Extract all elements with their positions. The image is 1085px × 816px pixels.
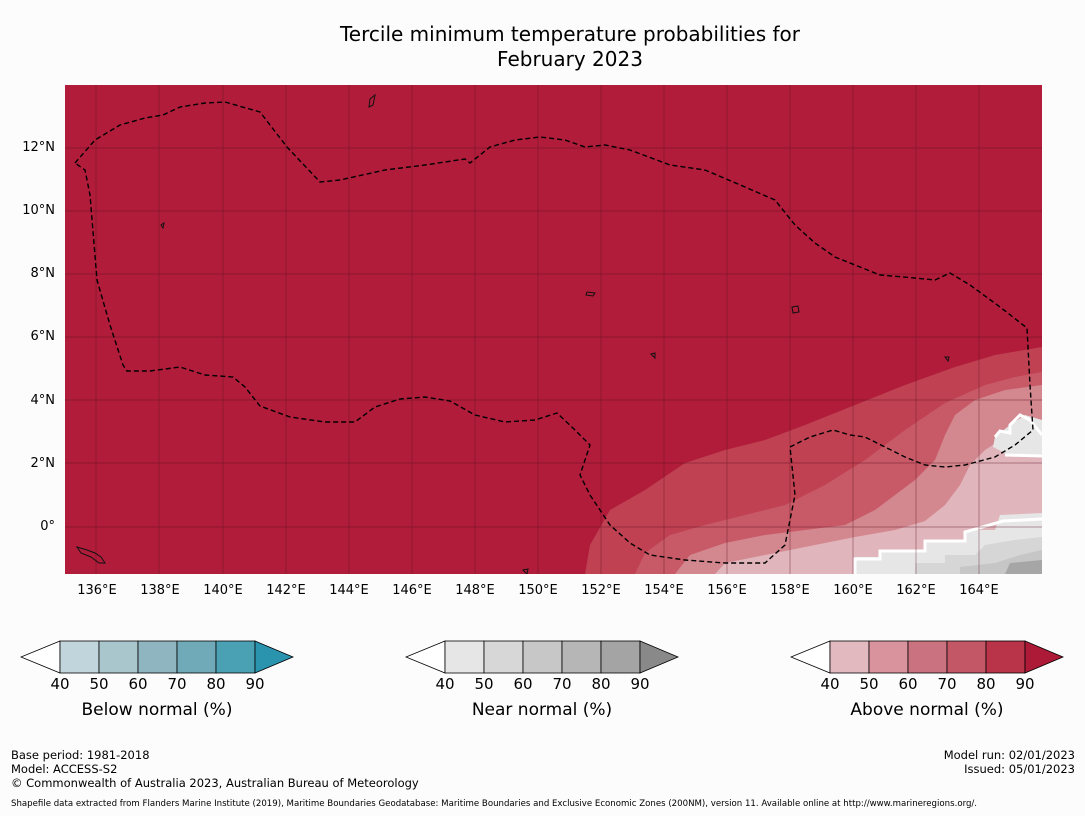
tick-above-90: 90	[1015, 675, 1035, 693]
tick-below-40: 40	[50, 675, 70, 693]
issued-date: Issued: 05/01/2023	[964, 762, 1075, 776]
tick-near-50: 50	[474, 675, 494, 693]
lon-label-144e: 144°E	[329, 583, 369, 598]
lon-label-152e: 152°E	[581, 583, 621, 598]
gridlines	[65, 85, 1042, 574]
tick-near-80: 80	[591, 675, 611, 693]
colorbar-segment	[561, 640, 602, 674]
map-canvas	[65, 85, 1042, 574]
colorbar-segment	[483, 640, 524, 674]
lat-label-8n: 8°N	[30, 266, 56, 281]
islands	[75, 93, 950, 574]
boundary-line-east	[993, 413, 1042, 458]
tick-above-80: 80	[976, 675, 996, 693]
tick-above-70: 70	[937, 675, 957, 693]
lon-label-162e: 162°E	[896, 583, 936, 598]
island-palau	[75, 546, 106, 564]
colorbar-segment	[829, 640, 870, 674]
lon-label-148e: 148°E	[455, 583, 495, 598]
island-chuuk	[585, 291, 596, 297]
colorbar-segment	[868, 640, 909, 674]
colorbar-segment	[98, 640, 139, 674]
lon-label-146e: 146°E	[392, 583, 432, 598]
colorbar-segment	[600, 640, 641, 674]
lon-label-150e: 150°E	[518, 583, 558, 598]
lon-label-138e: 138°E	[140, 583, 180, 598]
colorbar-extend-low	[20, 640, 61, 674]
zone-above-50	[715, 420, 1042, 574]
colorbar-segment	[946, 640, 987, 674]
colorbar-extend-high	[254, 640, 295, 674]
tick-near-60: 60	[513, 675, 533, 693]
lat-label-4n: 4°N	[30, 393, 56, 408]
colorbar-segment	[522, 640, 563, 674]
lon-label-140e: 140°E	[203, 583, 243, 598]
colorbar-segment	[137, 640, 178, 674]
colorbar-above-normal	[790, 640, 1065, 674]
probability-map[interactable]	[65, 85, 1042, 574]
footer-right: Model run: 02/01/2023 Issued: 05/01/2023	[944, 748, 1075, 776]
title-line-2: February 2023	[497, 47, 643, 71]
footer-left: Base period: 1981-2018 Model: ACCESS-S2 …	[11, 748, 419, 790]
tick-below-80: 80	[206, 675, 226, 693]
tick-near-70: 70	[552, 675, 572, 693]
colorbar-segment	[907, 640, 948, 674]
tick-near-90: 90	[630, 675, 650, 693]
tick-above-40: 40	[820, 675, 840, 693]
tick-near-40: 40	[435, 675, 455, 693]
title-line-1: Tercile minimum temperature probabilitie…	[339, 22, 801, 46]
island-small-1	[650, 352, 656, 360]
tick-below-90: 90	[245, 675, 265, 693]
colorbar-segment	[985, 640, 1026, 674]
lon-label-160e: 160°E	[833, 583, 873, 598]
island-pohnpei	[791, 305, 800, 314]
island-south	[521, 568, 529, 574]
lat-label-0: 0°	[40, 519, 55, 534]
eez-boundary	[73, 101, 1034, 564]
lat-label-2n: 2°N	[30, 456, 56, 471]
tick-below-70: 70	[167, 675, 187, 693]
caption-below-normal: Below normal (%)	[81, 700, 233, 720]
colorbar-near-normal	[405, 640, 680, 674]
model-run: Model run: 02/01/2023	[943, 748, 1075, 762]
caption-near-normal: Near normal (%)	[471, 700, 613, 720]
base-period: Base period: 1981-2018	[11, 748, 150, 762]
zone-near-patch	[993, 415, 1042, 457]
zone-near-80	[1005, 560, 1042, 574]
colorbar-extend-high	[639, 640, 680, 674]
chart-title: Tercile minimum temperature probabilitie…	[270, 22, 870, 72]
lat-label-12n: 12°N	[22, 140, 55, 155]
island-north	[368, 93, 376, 108]
lon-label-142e: 142°E	[266, 583, 306, 598]
colorbar-segment	[176, 640, 217, 674]
colorbar-segment	[215, 640, 256, 674]
lon-label-158e: 158°E	[770, 583, 810, 598]
tick-above-60: 60	[898, 675, 918, 693]
boundary-line-south	[853, 517, 1042, 574]
shapefile-credit: Shapefile data extracted from Flanders M…	[11, 799, 978, 809]
lon-label-156e: 156°E	[707, 583, 747, 598]
lon-label-164e: 164°E	[959, 583, 999, 598]
lon-label-136e: 136°E	[77, 583, 117, 598]
lat-label-6n: 6°N	[30, 329, 56, 344]
island-small-2	[944, 356, 950, 363]
lon-label-154e: 154°E	[644, 583, 684, 598]
colorbar-segment	[59, 640, 100, 674]
island-west	[160, 221, 165, 230]
colorbar-extend-low	[405, 640, 446, 674]
caption-above-normal: Above normal (%)	[850, 700, 1004, 720]
tick-below-60: 60	[128, 675, 148, 693]
tick-below-50: 50	[89, 675, 109, 693]
colorbar-segment	[444, 640, 485, 674]
colorbar-extend-low	[790, 640, 831, 674]
tick-above-50: 50	[859, 675, 879, 693]
copyright: © Commonwealth of Australia 2023, Austra…	[11, 776, 419, 790]
colorbar-below-normal	[20, 640, 295, 674]
lat-label-10n: 10°N	[22, 203, 55, 218]
model-name: Model: ACCESS-S2	[11, 762, 118, 776]
colorbar-extend-high	[1024, 640, 1065, 674]
